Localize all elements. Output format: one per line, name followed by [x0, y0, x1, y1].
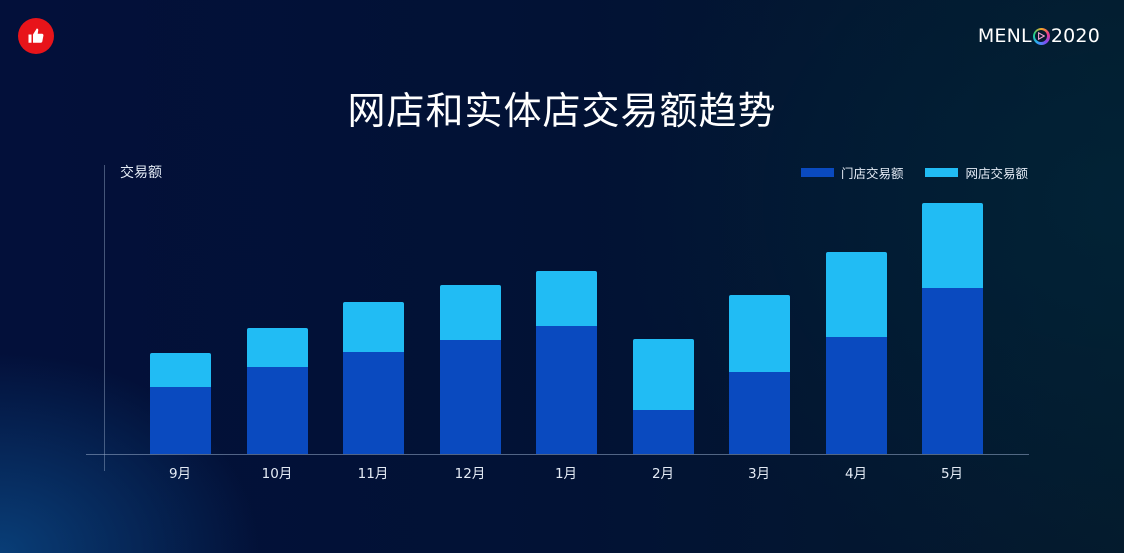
bar-3 — [440, 285, 501, 454]
thumbs-up-badge — [18, 18, 54, 54]
bar-6 — [729, 295, 790, 454]
x-tick-label: 4月 — [844, 466, 868, 482]
bar-segment-store — [343, 352, 404, 454]
chart-legend: 门店交易额 网店交易额 — [779, 163, 1028, 182]
bar-segment-online — [247, 328, 308, 367]
x-tick-label: 10月 — [261, 466, 293, 482]
x-tick-label: 9月 — [168, 466, 192, 482]
bar-8 — [922, 203, 983, 454]
bar-segment-online — [633, 339, 694, 410]
bar-7 — [826, 252, 887, 454]
brand-logo: MENL 2020 — [978, 24, 1100, 48]
bar-segment-store — [922, 288, 983, 454]
bar-segment-store — [440, 340, 501, 454]
legend-swatch-online — [925, 168, 959, 177]
page-title: 网店和实体店交易额趋势 — [347, 89, 777, 133]
x-tick-label: 11月 — [357, 466, 389, 482]
bar-4 — [536, 271, 597, 454]
legend-label-online: 网店交易额 — [965, 166, 1028, 181]
bar-1 — [247, 328, 308, 454]
bar-segment-online — [922, 203, 983, 288]
y-axis-line — [104, 165, 105, 471]
y-axis-label: 交易额 — [120, 165, 162, 181]
x-tick-label: 3月 — [747, 466, 771, 482]
x-axis-line — [86, 454, 1029, 455]
x-tick-label: 2月 — [651, 466, 675, 482]
bar-segment-online — [150, 353, 211, 387]
legend-swatch-store — [800, 168, 834, 177]
bar-segment-online — [826, 252, 887, 337]
bar-segment-online — [440, 285, 501, 340]
bar-0 — [150, 353, 211, 454]
bar-5 — [633, 339, 694, 454]
legend-item-store: 门店交易额 — [800, 163, 904, 182]
bar-segment-store — [633, 410, 694, 454]
bar-segment-online — [729, 295, 790, 372]
bar-segment-store — [247, 367, 308, 454]
x-tick-label: 1月 — [554, 466, 578, 482]
bar-2 — [343, 302, 404, 454]
play-ring-icon — [1032, 27, 1050, 45]
brand-prefix: MENL — [977, 25, 1032, 47]
legend-item-online: 网店交易额 — [925, 163, 1028, 182]
legend-label-store: 门店交易额 — [840, 166, 904, 181]
thumbs-up-icon — [28, 28, 44, 43]
bar-segment-store — [150, 387, 211, 454]
bar-segment-store — [826, 337, 887, 454]
x-tick-label: 5月 — [940, 466, 964, 482]
bar-segment-online — [536, 271, 597, 326]
x-tick-label: 12月 — [454, 466, 486, 482]
brand-suffix: 2020 — [1050, 25, 1100, 47]
bar-segment-store — [536, 326, 597, 454]
bar-segment-store — [729, 372, 790, 454]
bar-segment-online — [343, 302, 404, 352]
